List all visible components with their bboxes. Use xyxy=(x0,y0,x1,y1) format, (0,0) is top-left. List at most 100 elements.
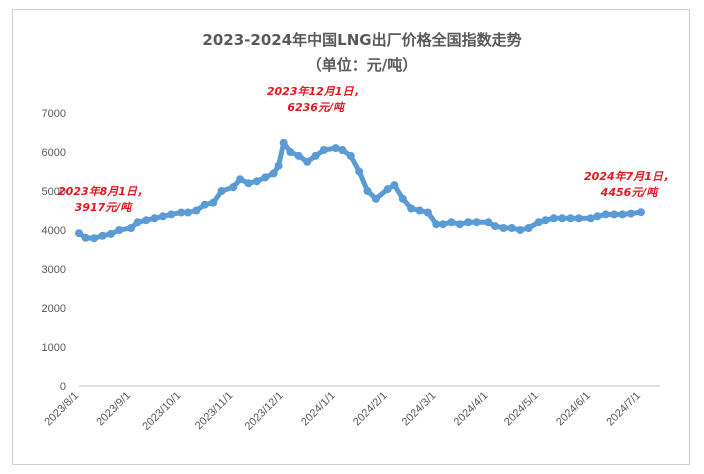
x-tick-label: 2024/3/1 xyxy=(400,390,439,429)
y-tick-label: 4000 xyxy=(42,225,66,237)
data-point xyxy=(390,181,399,190)
x-tick-label: 2024/4/1 xyxy=(452,390,491,429)
data-point xyxy=(98,231,107,240)
chart-title: 2023-2024年中国LNG出厂价格全国指数走势 xyxy=(202,31,521,49)
data-point xyxy=(516,226,525,234)
data-point xyxy=(294,151,303,160)
annotation-date: 2023年8月1日， xyxy=(58,185,148,198)
annotation-value: 6236元/吨 xyxy=(287,101,346,114)
data-point xyxy=(355,167,364,176)
y-tick-label: 2000 xyxy=(42,303,66,315)
series-index-line xyxy=(75,138,645,243)
chart-frame xyxy=(12,9,690,465)
data-point xyxy=(472,218,481,227)
y-tick-label: 5000 xyxy=(42,186,66,198)
data-point xyxy=(167,210,176,219)
data-point xyxy=(610,210,619,219)
data-point xyxy=(566,214,575,223)
data-point xyxy=(158,212,167,221)
x-tick-label: 2024/2/1 xyxy=(351,390,390,429)
data-point xyxy=(491,222,499,231)
data-point xyxy=(269,169,278,178)
data-point xyxy=(192,206,201,215)
data-point xyxy=(209,198,218,207)
data-point xyxy=(447,218,456,227)
data-point xyxy=(407,204,416,213)
data-point xyxy=(311,151,320,160)
data-point xyxy=(184,208,192,217)
data-point xyxy=(127,224,135,232)
data-point xyxy=(593,212,602,221)
data-point xyxy=(252,177,261,186)
data-point xyxy=(484,218,493,227)
data-point xyxy=(586,214,595,223)
data-point xyxy=(363,187,372,195)
x-tick-label: 2023/9/1 xyxy=(94,390,133,429)
data-point xyxy=(244,179,253,188)
data-point xyxy=(439,220,447,229)
data-point xyxy=(274,161,283,170)
data-point xyxy=(574,214,583,223)
data-point xyxy=(415,206,424,215)
data-point xyxy=(142,216,151,225)
data-point xyxy=(303,157,312,166)
chart-subtitle: （单位：元/吨） xyxy=(307,56,417,74)
data-point xyxy=(464,218,473,227)
y-tick-label: 0 xyxy=(60,381,66,393)
data-point xyxy=(524,224,533,232)
data-point xyxy=(618,210,627,219)
data-point xyxy=(423,208,432,217)
y-tick-label: 3000 xyxy=(42,264,66,276)
data-point xyxy=(558,214,567,223)
data-point xyxy=(346,151,355,160)
annotation-value: 3917元/吨 xyxy=(75,201,134,214)
data-point xyxy=(637,208,645,217)
x-tick-label: 2024/1/1 xyxy=(299,390,338,429)
data-point xyxy=(626,209,635,218)
series-line xyxy=(76,140,644,241)
data-point xyxy=(534,218,543,227)
data-point xyxy=(331,144,340,153)
data-point xyxy=(286,148,295,156)
data-point xyxy=(81,233,90,242)
x-tick-label: 2024/6/1 xyxy=(554,390,593,429)
x-tick-label: 2024/5/1 xyxy=(502,390,541,429)
data-point xyxy=(541,216,550,225)
y-tick-label: 7000 xyxy=(42,108,66,120)
annotation-value: 4456元/吨 xyxy=(600,186,660,199)
data-point xyxy=(319,146,328,154)
data-point xyxy=(455,220,464,229)
data-point xyxy=(549,214,558,223)
data-point xyxy=(507,224,516,232)
data-point xyxy=(133,218,142,227)
x-tick-labels: 2023/8/1 2023/9/1 2023/10/1 2023/11/1 2023/1… xyxy=(42,390,643,433)
x-tick-label: 2023/12/1 xyxy=(243,390,286,433)
data-point xyxy=(338,146,347,154)
data-point xyxy=(601,210,610,219)
x-tick-label: 2023/11/1 xyxy=(193,390,236,433)
y-tick-label: 6000 xyxy=(42,147,66,159)
x-tick-label: 2024/7/1 xyxy=(604,390,643,429)
y-tick-labels: 0 1000 2000 3000 4000 5000 6000 7000 xyxy=(42,108,66,393)
data-point xyxy=(200,200,209,209)
data-point xyxy=(398,194,407,203)
data-point xyxy=(217,187,226,195)
data-point xyxy=(383,185,392,194)
data-point xyxy=(177,208,186,217)
x-tick-label: 2023/10/1 xyxy=(140,390,183,433)
data-point xyxy=(279,138,288,147)
data-point xyxy=(229,183,238,192)
data-point xyxy=(236,175,245,184)
data-point xyxy=(432,220,441,229)
data-point xyxy=(150,214,159,223)
x-tick-label: 2023/8/1 xyxy=(42,390,81,429)
annotations: 2023年8月1日， 3917元/吨 2023年12月1日， 6236元/吨 2024年… xyxy=(58,85,674,214)
annotation-date: 2024年7月1日， xyxy=(584,170,674,183)
data-point xyxy=(115,226,124,234)
data-point xyxy=(261,173,270,182)
data-point xyxy=(75,229,83,238)
data-point xyxy=(106,229,115,238)
data-point xyxy=(499,224,508,232)
data-point xyxy=(90,234,99,243)
